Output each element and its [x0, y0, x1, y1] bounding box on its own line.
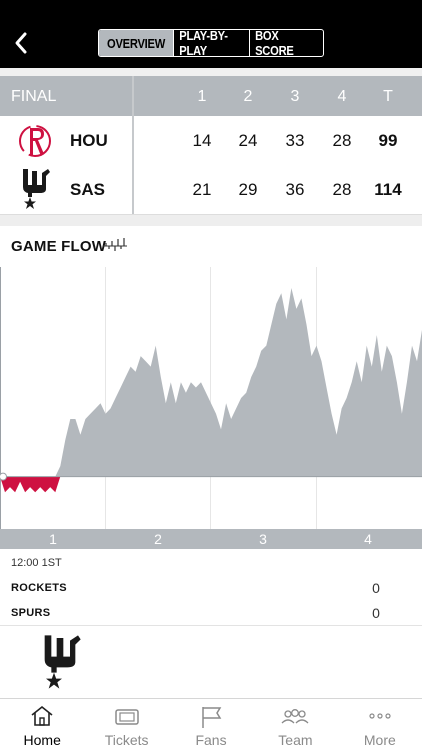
tab-home[interactable]: Home	[0, 699, 84, 750]
score-total: 114	[374, 180, 402, 199]
flow-team-score: 0	[372, 605, 380, 621]
score-cell: 29	[238, 180, 258, 199]
spurs-logo	[44, 635, 81, 689]
quarter-axis: 1 2 3 4	[0, 529, 422, 549]
bottom-tab-bar: Home Tickets Fans Team More	[0, 698, 422, 750]
column-q3: 3	[290, 88, 300, 105]
score-cell: 33	[285, 131, 305, 150]
game-flow-bars-icon	[103, 238, 127, 251]
quarter-label: 2	[154, 531, 162, 547]
score-row-hou[interactable]: HOU 14 24 33 28 99	[0, 116, 422, 165]
score-cell: 28	[332, 131, 352, 150]
ticket-icon	[114, 709, 139, 725]
flow-team-name: SPURS	[11, 607, 51, 619]
column-q4: 4	[337, 88, 347, 105]
tab-label: Fans	[195, 732, 227, 748]
quarter-label: 3	[259, 531, 267, 547]
tab-label: More	[363, 732, 396, 748]
game-status: FINAL	[11, 88, 57, 105]
rockets-lead-area	[0, 476, 422, 493]
column-q1: 1	[197, 88, 207, 105]
game-flow-chart[interactable]	[0, 267, 422, 529]
score-row-sas[interactable]: SAS 21 29 36 28 114	[0, 165, 422, 214]
header-strip	[0, 68, 422, 76]
tab-fans[interactable]: Fans	[169, 699, 253, 750]
flow-team-score: 0	[372, 580, 380, 596]
top-nav-bar: OVERVIEW PLAY-BY-PLAY BOX SCORE	[0, 0, 422, 68]
column-total: T	[383, 88, 393, 105]
scoreboard-header: FINAL 1 2 3 4 T	[0, 76, 422, 116]
flow-team-name: ROCKETS	[11, 582, 67, 594]
game-clock: 12:00 1ST	[11, 557, 62, 569]
tab-label: Tickets	[104, 732, 149, 748]
more-dots-icon	[369, 713, 391, 719]
score-cell: 21	[192, 180, 212, 199]
tab-team[interactable]: Team	[253, 699, 337, 750]
scrubber-handle[interactable]	[0, 472, 7, 481]
tab-tickets[interactable]: Tickets	[84, 699, 168, 750]
tab-play-by-play-label: PLAY-BY-PLAY	[179, 29, 228, 57]
section-gap	[0, 214, 422, 226]
column-q2: 2	[243, 88, 253, 105]
tab-overview-label: OVERVIEW	[107, 35, 165, 51]
divider	[0, 625, 422, 626]
flag-icon	[202, 707, 222, 728]
score-cell: 24	[238, 131, 258, 150]
segmented-control: OVERVIEW PLAY-BY-PLAY BOX SCORE	[98, 29, 324, 57]
team-icon	[281, 709, 309, 724]
score-cell: 36	[285, 180, 305, 199]
tab-overview[interactable]: OVERVIEW	[99, 30, 174, 56]
spurs-logo	[23, 169, 50, 209]
game-flow-title: GAME FLOW	[11, 238, 107, 255]
spurs-lead-area	[0, 288, 422, 477]
team-abbr: SAS	[70, 180, 105, 199]
tab-label: Team	[278, 732, 313, 748]
back-chevron-icon[interactable]	[10, 28, 32, 58]
tab-more[interactable]: More	[338, 699, 422, 750]
tab-box-score[interactable]: BOX SCORE	[250, 30, 323, 56]
tab-play-by-play[interactable]: PLAY-BY-PLAY	[174, 30, 250, 56]
tab-label: Home	[23, 732, 61, 748]
quarter-label: 1	[49, 531, 57, 547]
scoreboard-divider	[132, 76, 134, 214]
team-abbr: HOU	[70, 131, 108, 150]
score-cell: 28	[332, 180, 352, 199]
tab-box-score-label: BOX SCORE	[255, 29, 294, 57]
rockets-logo	[19, 125, 51, 157]
score-total: 99	[378, 131, 398, 150]
quarter-label: 4	[364, 531, 372, 547]
score-cell: 14	[192, 131, 212, 150]
home-icon	[31, 705, 53, 726]
